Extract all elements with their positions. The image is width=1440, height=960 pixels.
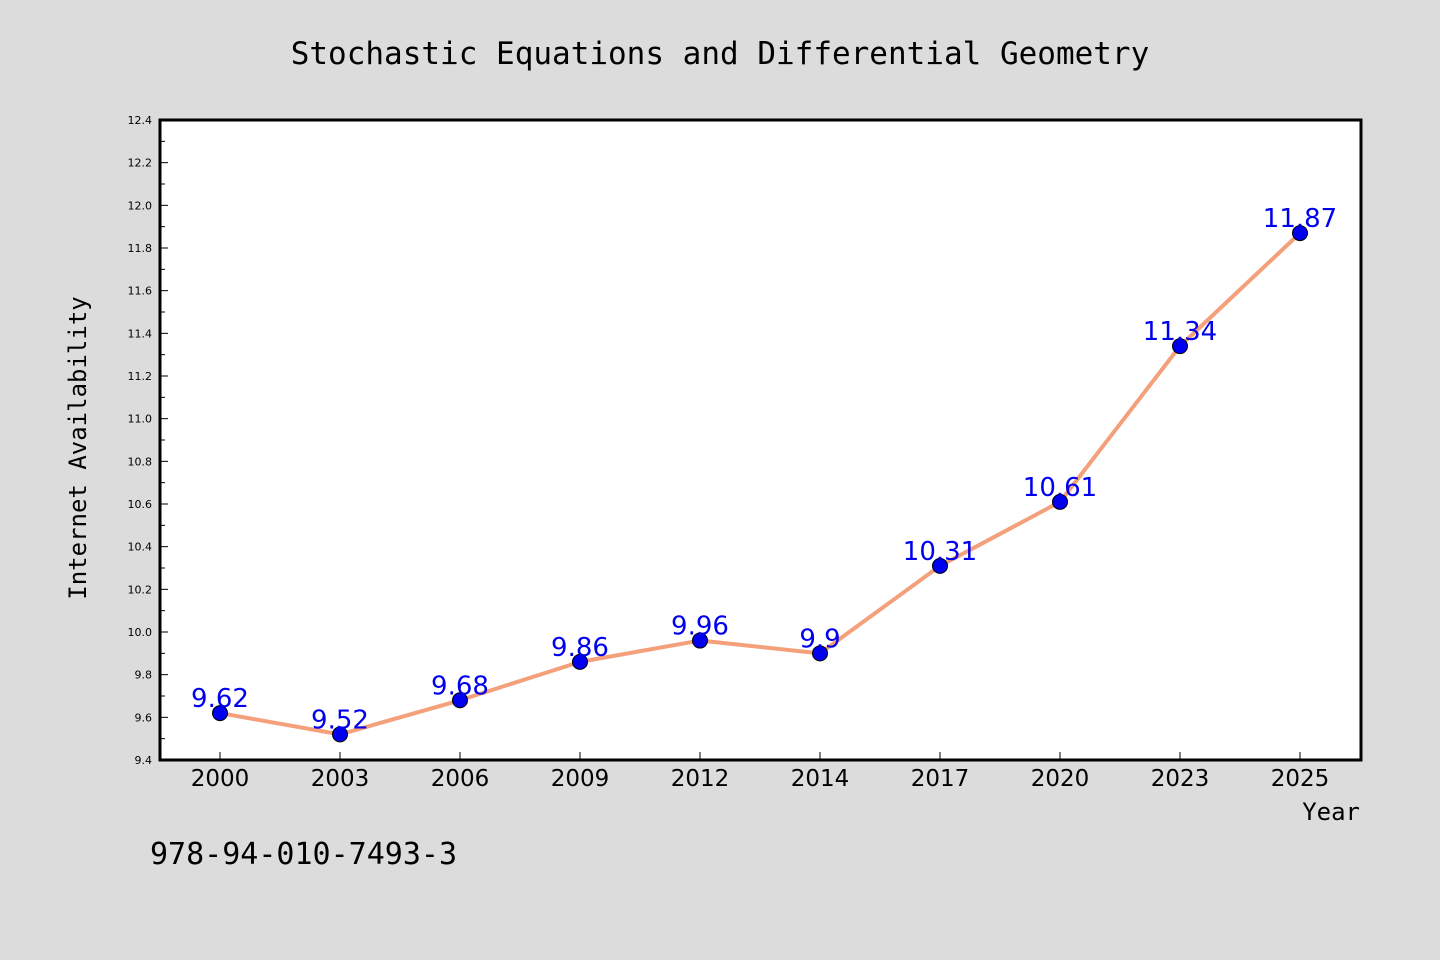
- data-value-label: 9.62: [191, 684, 249, 714]
- y-tick-label: 9.4: [135, 754, 153, 767]
- x-tick-label: 2006: [431, 766, 490, 792]
- x-tick-label: 2009: [551, 766, 610, 792]
- x-axis-ticks: 2000 2003 2006 2009 2012 2014 2017 2020 2023 2025: [191, 752, 1330, 792]
- y-tick-label: 12.0: [128, 199, 153, 212]
- data-value-label: 9.52: [311, 705, 369, 735]
- data-value-label: 11.34: [1143, 317, 1217, 347]
- data-value-label: 9.9: [799, 624, 840, 654]
- y-tick-label: 11.8: [128, 242, 153, 255]
- y-tick-label: 10.0: [128, 626, 153, 639]
- x-tick-label: 2020: [1031, 766, 1090, 792]
- data-value-label: 9.96: [671, 612, 729, 642]
- x-tick-label: 2014: [791, 766, 850, 792]
- data-value-label: 11.87: [1263, 204, 1337, 234]
- y-tick-label: 10.4: [128, 541, 153, 554]
- y-tick-label: 11.2: [128, 370, 153, 383]
- y-tick-label: 11.4: [128, 327, 153, 340]
- data-value-label: 9.86: [551, 633, 609, 663]
- data-value-label: 10.31: [903, 537, 977, 567]
- data-point-marker: [1172, 338, 1188, 355]
- y-tick-label: 9.6: [135, 711, 153, 724]
- y-tick-label: 12.2: [128, 157, 153, 170]
- data-point-marker: [332, 726, 348, 743]
- y-axis-label: Internet Availability: [64, 296, 92, 599]
- data-point-marker: [692, 632, 708, 649]
- x-tick-label: 2025: [1271, 766, 1330, 792]
- y-tick-label: 12.4: [128, 114, 153, 127]
- x-tick-label: 2000: [191, 766, 250, 792]
- data-series: 9.62 9.52 9.68 9.86 9.96 9.9 10.31 10.61 11.34 11…: [191, 204, 1337, 743]
- x-tick-label: 2003: [311, 766, 370, 792]
- data-point-marker: [1292, 225, 1308, 242]
- data-point-marker: [1052, 493, 1068, 510]
- data-point-marker: [572, 653, 588, 670]
- series-line: [219, 231, 1302, 737]
- data-point-marker: [932, 557, 948, 574]
- y-tick-label: 11.6: [128, 285, 153, 298]
- chart-title: Stochastic Equations and Differential Ge…: [291, 36, 1150, 72]
- x-tick-label: 2023: [1151, 766, 1210, 792]
- x-tick-label: 2012: [671, 766, 730, 792]
- x-axis-label: Year: [1302, 798, 1360, 826]
- y-axis-ticks: 9.4 9.6 9.8 10.0 10.2 10.4 10.6 10.8 11.0 11.2 11.…: [128, 114, 168, 767]
- y-tick-label: 9.8: [135, 669, 153, 682]
- y-tick-label: 10.2: [128, 583, 153, 596]
- data-value-label: 10.61: [1023, 473, 1097, 503]
- isbn-footer-text: 978-94-010-7493-3: [150, 837, 457, 872]
- data-point-marker: [212, 705, 228, 722]
- y-tick-label: 11.0: [128, 413, 153, 426]
- x-tick-label: 2017: [911, 766, 970, 792]
- plot-area: [160, 120, 1361, 760]
- plot-frame: [158, 118, 1363, 762]
- y-tick-label: 10.8: [128, 455, 153, 468]
- data-point-marker: [812, 645, 828, 662]
- data-point-marker: [452, 692, 468, 709]
- data-value-label: 9.68: [431, 671, 489, 701]
- y-tick-label: 10.6: [128, 498, 153, 511]
